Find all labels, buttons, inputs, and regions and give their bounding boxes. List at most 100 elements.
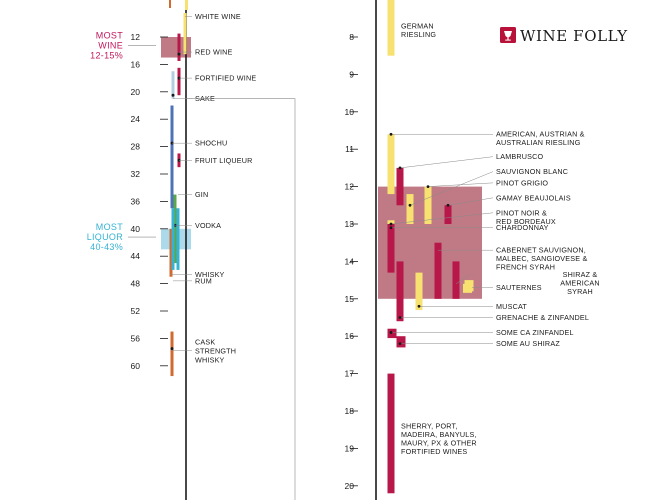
series-label: PINOT GRIGIO: [496, 178, 548, 187]
left-tick-label: 24: [131, 114, 141, 124]
right-tick-label: 20: [345, 481, 355, 491]
range-marker: [398, 166, 402, 170]
right-tick-label: 8: [349, 32, 354, 42]
range-marker: [398, 316, 402, 319]
range-marker: [389, 132, 393, 136]
series-label: FORTIFIED WINES: [401, 447, 467, 456]
left-tick-label: 60: [131, 361, 141, 371]
series-label: GRENACHE & ZINFANDEL: [496, 313, 589, 322]
range-marker: [426, 185, 430, 189]
right-tick-label: 17: [345, 369, 355, 379]
series-label: AMERICAN: [560, 278, 600, 287]
series-label: CABERNET SAUVIGNON,: [496, 246, 586, 255]
range-bar: [387, 134, 395, 195]
callout-label: MOST: [96, 30, 123, 40]
left-tick-label: 32: [131, 169, 141, 179]
series-label: RIESLING: [401, 30, 436, 39]
series-label: GAMAY BEAUJOLAIS: [496, 193, 571, 202]
range-bar: [171, 71, 175, 99]
sake-connector: [186, 98, 296, 500]
left-tick-label: 28: [131, 142, 141, 152]
range-bar: [387, 0, 395, 56]
right-tick-label: 18: [345, 406, 355, 416]
range-bar: [434, 242, 442, 299]
series-label: PINOT NOIR &: [496, 208, 547, 217]
wine-folly-logo-icon: [500, 27, 516, 43]
brand-name: WINE FOLLY: [520, 27, 628, 45]
callout-label: MOST: [96, 222, 123, 232]
range-bar: [452, 261, 460, 299]
range-marker: [170, 347, 174, 351]
callout-label: 12-15%: [90, 50, 123, 60]
range-marker: [389, 226, 393, 230]
right-tick-label: 11: [345, 144, 354, 154]
label-leader: [399, 156, 494, 169]
callout-label: LIQUOR: [87, 232, 124, 242]
range-bar: [387, 373, 395, 494]
callout-label: 40-43%: [90, 242, 123, 252]
series-label: RED BORDEAUX: [496, 217, 556, 226]
range-bar: [173, 194, 177, 264]
range-bar: [170, 105, 174, 209]
range-marker: [171, 93, 175, 97]
range-bar: [183, 13, 187, 55]
right-tick-label: 12: [345, 182, 355, 192]
right-tick-label: 16: [345, 331, 355, 341]
series-label: SOME AU SHIRAZ: [496, 339, 560, 348]
left-tick-label: 36: [131, 196, 141, 206]
series-label: WHISKY: [195, 356, 225, 365]
top-range-fragment: [185, 0, 188, 10]
range-bar: [396, 261, 404, 322]
series-label: VODKA: [195, 221, 221, 230]
callout-label: WINE: [98, 40, 123, 50]
range-marker: [177, 52, 181, 56]
range-bar: [415, 272, 423, 311]
series-label: AMERICAN, AUSTRIAN &: [496, 130, 585, 139]
range-bar: [170, 331, 174, 377]
right-tick-label: 13: [345, 219, 355, 229]
series-label: MADEIRA, BANYULS,: [401, 430, 477, 439]
series-label: SHOCHU: [195, 139, 227, 148]
left-tick-label: 20: [131, 87, 141, 97]
left-tick-label: 48: [131, 279, 141, 289]
range-bar: [176, 208, 180, 270]
series-label: MAURY, PX & OTHER: [401, 438, 477, 447]
range-bar: [177, 67, 181, 96]
range-bar: [424, 186, 432, 224]
series-label: SOME CA ZINFANDEL: [496, 328, 574, 337]
range-marker: [446, 203, 450, 207]
series-label: MUSCAT: [496, 302, 527, 311]
series-label: SHERRY, PORT,: [401, 421, 458, 430]
series-label: GIN: [195, 190, 208, 199]
series-label: SAUTERNES: [496, 283, 542, 292]
series-label: FRENCH SYRAH: [496, 263, 555, 272]
range-bar: [444, 205, 452, 224]
label-leader: [409, 171, 494, 206]
range-marker: [408, 203, 412, 207]
left-tick-label: 56: [131, 333, 141, 343]
series-label: RED WINE: [195, 48, 233, 57]
label-leader: [455, 274, 471, 285]
left-tick-label: 12: [131, 32, 141, 42]
top-range-fragment: [169, 0, 171, 8]
series-label: AUSTRALIAN RIESLING: [496, 138, 581, 147]
range-bar: [396, 336, 406, 348]
range-marker: [398, 342, 402, 346]
series-label: WHISKY: [195, 270, 225, 279]
range-bar: [177, 33, 181, 61]
series-label: FRUIT LIQUEUR: [195, 156, 253, 165]
range-marker: [417, 304, 421, 308]
label-leader: [390, 212, 494, 225]
series-label: MALBEC, SANGIOVESE &: [496, 254, 587, 263]
left-tick-label: 52: [131, 306, 141, 316]
series-label: SHIRAZ &: [563, 270, 598, 279]
range-bar: [387, 224, 395, 273]
series-label: SYRAH: [567, 287, 593, 296]
right-tick-label: 19: [345, 443, 355, 453]
series-label: WHITE WINE: [195, 12, 241, 21]
right-tick-label: 15: [345, 294, 355, 304]
range-bar: [406, 194, 414, 224]
range-bar: [171, 208, 175, 270]
